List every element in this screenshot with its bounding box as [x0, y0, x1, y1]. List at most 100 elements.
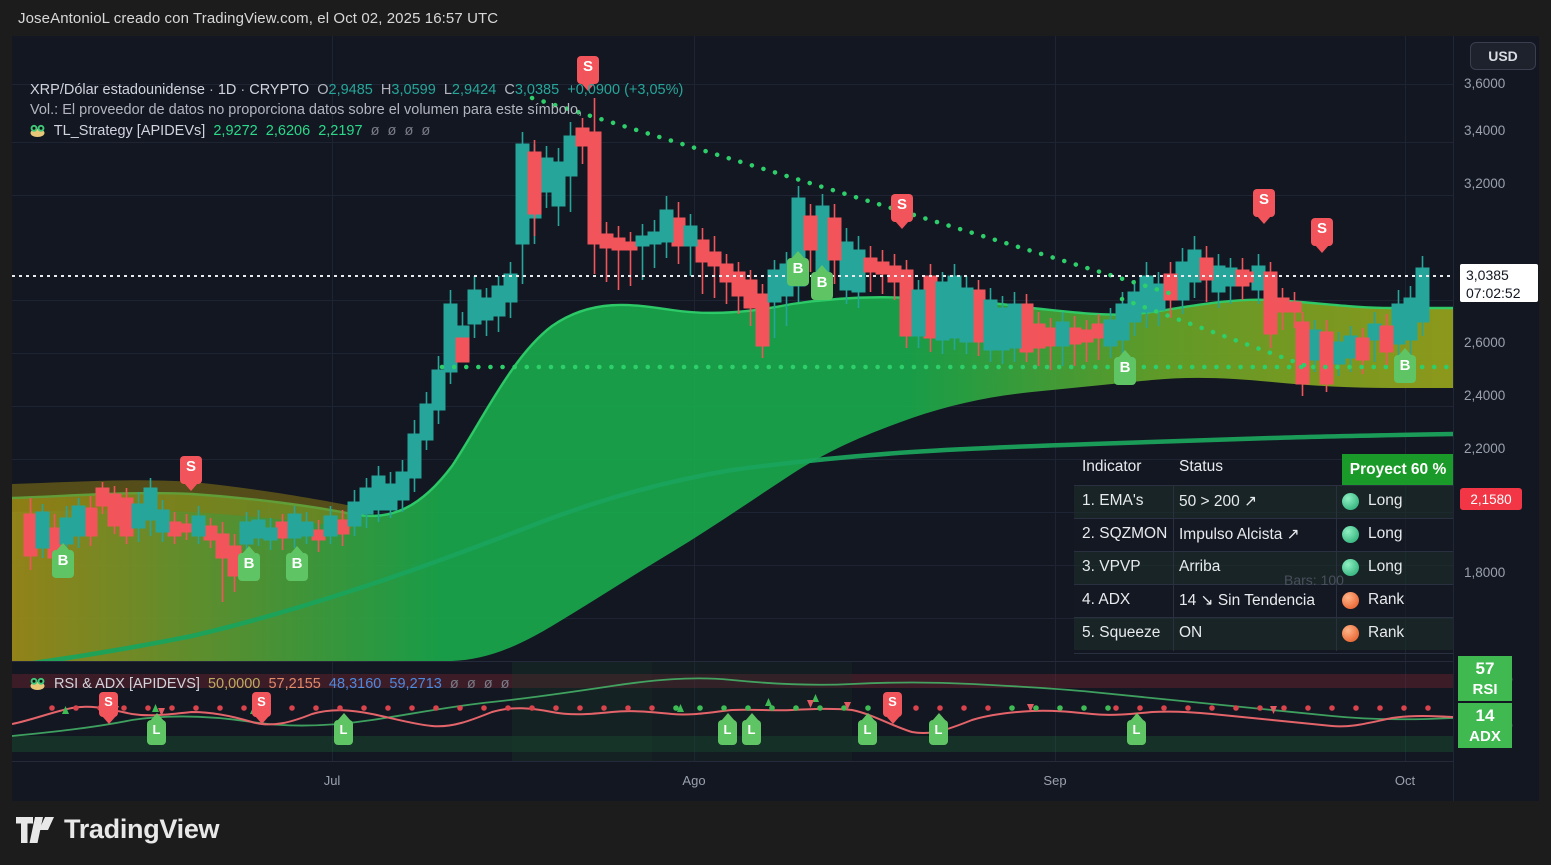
time-tick: Ago — [682, 773, 706, 788]
indicator-row-emas[interactable]: 1. EMA's 50 > 200 ↗ Long — [1074, 485, 1453, 519]
strategy-value-2: 2,2197 — [318, 123, 363, 139]
long-marker-rsi[interactable]: L — [718, 720, 737, 745]
rsi-adx-legend: RSI & ADX [APIDEVS] 50,0000 57,2155 48,3… — [30, 676, 510, 692]
rsi-adx-value-4: ø — [449, 676, 459, 692]
strategy-value-4: ø — [387, 123, 397, 139]
price-axis[interactable]: USD 3,6000 3,4000 3,2000 2,8000 2,6000 2… — [1453, 36, 1539, 801]
buy-marker[interactable]: B — [286, 553, 308, 581]
long-marker-rsi[interactable]: L — [858, 720, 877, 745]
rsi-adx-value-0: 50,0000 — [207, 676, 261, 692]
panel-summary: Rango o Subida - Compra — [1074, 653, 1453, 661]
interval-label[interactable]: 1D — [217, 82, 237, 98]
symbol-name[interactable]: XRP/Dólar estadounidense — [30, 82, 205, 98]
sell-marker-rsi[interactable]: S — [99, 692, 118, 717]
ohlc-o-label: O — [317, 82, 329, 98]
tradingview-logo: TradingView — [16, 814, 220, 845]
signal-dot-orange — [1342, 591, 1359, 609]
adx-label: ADX — [1469, 728, 1501, 745]
price-tick: 1,8000 — [1464, 565, 1506, 580]
strategy-value-0: 2,9272 — [213, 123, 258, 139]
countdown-value: 07:02:52 — [1466, 285, 1521, 301]
rsi-adx-value-5: ø — [466, 676, 476, 692]
indicator-signal: Rank — [1368, 591, 1405, 608]
strategy-legend: TL_Strategy [APIDEVs] 2,9272 2,6206 2,21… — [30, 123, 430, 139]
buy-marker[interactable]: B — [787, 258, 809, 286]
sell-marker[interactable]: S — [577, 56, 599, 84]
price-tick: 2,2000 — [1464, 441, 1506, 456]
rsi-adx-name[interactable]: RSI & ADX [APIDEVS] — [54, 676, 200, 692]
tradingview-wordmark: TradingView — [64, 814, 220, 844]
indicator-row-squeeze[interactable]: 5. Squeeze ON Rank — [1074, 617, 1453, 651]
ohlc-h-value: 3,0599 — [391, 82, 436, 98]
buy-marker[interactable]: B — [52, 550, 74, 578]
sell-marker[interactable]: S — [180, 456, 202, 484]
long-marker-rsi[interactable]: L — [334, 720, 353, 745]
price-pane[interactable]: B S B B S B B S B S S B XRP/Dólar estado… — [12, 36, 1453, 661]
long-marker-rsi[interactable]: L — [929, 720, 948, 745]
col-header-status: Status — [1179, 458, 1223, 475]
adx-value-badge[interactable]: 14 ADX — [1458, 703, 1512, 748]
buy-marker[interactable]: B — [1114, 357, 1136, 385]
rsi-adx-value-2: 48,3160 — [328, 676, 382, 692]
indicator-name: 1. EMA's — [1082, 492, 1144, 509]
rsi-label: RSI — [1472, 681, 1498, 698]
indicator-row-sqzmon[interactable]: 2. SQZMON Impulso Alcista ↗ Long — [1074, 518, 1453, 552]
adx-value: 14 — [1475, 706, 1495, 725]
time-tick: Sep — [1043, 773, 1067, 788]
symbol-legend: XRP/Dólar estadounidense · 1D · CRYPTO O… — [30, 82, 684, 98]
long-marker-rsi[interactable]: L — [1127, 720, 1146, 745]
price-tick: 3,4000 — [1464, 123, 1506, 138]
signal-dot-green — [1342, 492, 1359, 510]
change-value: +0,0900 (+3,05%) — [567, 82, 684, 98]
rsi-value-badge[interactable]: 57 RSI — [1458, 656, 1512, 701]
strategy-value-5: ø — [404, 123, 414, 139]
candlestick-series — [23, 98, 1430, 602]
sell-marker-rsi[interactable]: S — [252, 692, 271, 717]
indicator-name: 4. ADX — [1082, 591, 1131, 608]
alert-price-badge[interactable]: 2,1580 — [1460, 488, 1522, 510]
tradingview-logo-icon — [16, 816, 54, 843]
indicator-signal: Long — [1368, 492, 1403, 509]
indicator-name: 2. SQZMON — [1082, 525, 1168, 542]
strategy-value-6: ø — [421, 123, 431, 139]
indicator-name: 5. Squeeze — [1082, 624, 1161, 641]
ohlc-l-value: 2,9424 — [451, 82, 497, 98]
indicator-panel-header: Indicator Status Proyect 60 % — [1074, 454, 1453, 485]
indicator-row-vpvp[interactable]: 3. VPVP Arriba Long — [1074, 551, 1453, 585]
strategy-name[interactable]: TL_Strategy [APIDEVs] — [53, 123, 206, 139]
indicator-signal: Long — [1368, 525, 1403, 542]
buy-marker[interactable]: B — [811, 272, 833, 300]
volume-note: Vol.: El proveedor de datos no proporcio… — [30, 102, 583, 118]
sell-marker[interactable]: S — [891, 194, 913, 222]
buy-marker[interactable]: B — [238, 553, 260, 581]
ohlc-l-label: L — [443, 82, 452, 98]
rsi-adx-pane[interactable]: S L S L L L L S L L — [12, 661, 1453, 761]
trendline-overlay — [12, 95, 1453, 371]
buy-marker[interactable]: B — [1394, 355, 1416, 383]
attribution-text: JoseAntonioL creado con TradingView.com,… — [18, 10, 499, 27]
time-axis[interactable]: Jul Ago Sep Oct — [12, 761, 1453, 801]
time-tick: Jul — [323, 773, 341, 788]
long-marker-rsi[interactable]: L — [742, 720, 761, 745]
strategy-value-3: ø — [370, 123, 380, 139]
indicator-status: 50 > 200 ↗ — [1179, 493, 1258, 510]
long-marker-rsi[interactable]: L — [147, 720, 166, 745]
sell-marker[interactable]: S — [1311, 218, 1333, 246]
signal-dot-green — [1342, 525, 1359, 543]
ohlc-c-label: C — [504, 82, 515, 98]
exchange-label: CRYPTO — [249, 82, 310, 98]
frog-icon — [30, 677, 45, 690]
indicator-status: 14 ↘ Sin Tendencia — [1179, 592, 1315, 609]
signal-dot-green — [1342, 558, 1359, 576]
indicator-signal: Rank — [1368, 624, 1405, 641]
frog-icon — [30, 124, 45, 137]
ohlc-c-value: 3,0385 — [514, 82, 560, 98]
sell-marker[interactable]: S — [1253, 189, 1275, 217]
rsi-value: 57 — [1475, 659, 1495, 678]
currency-badge[interactable]: USD — [1470, 42, 1536, 70]
sell-marker-rsi[interactable]: S — [883, 692, 902, 717]
last-price-badge[interactable]: 3,0385 07:02:52 — [1460, 264, 1538, 302]
indicator-row-adx[interactable]: 4. ADX 14 ↘ Sin Tendencia Rank — [1074, 584, 1453, 618]
indicator-status: Impulso Alcista ↗ — [1179, 526, 1300, 543]
